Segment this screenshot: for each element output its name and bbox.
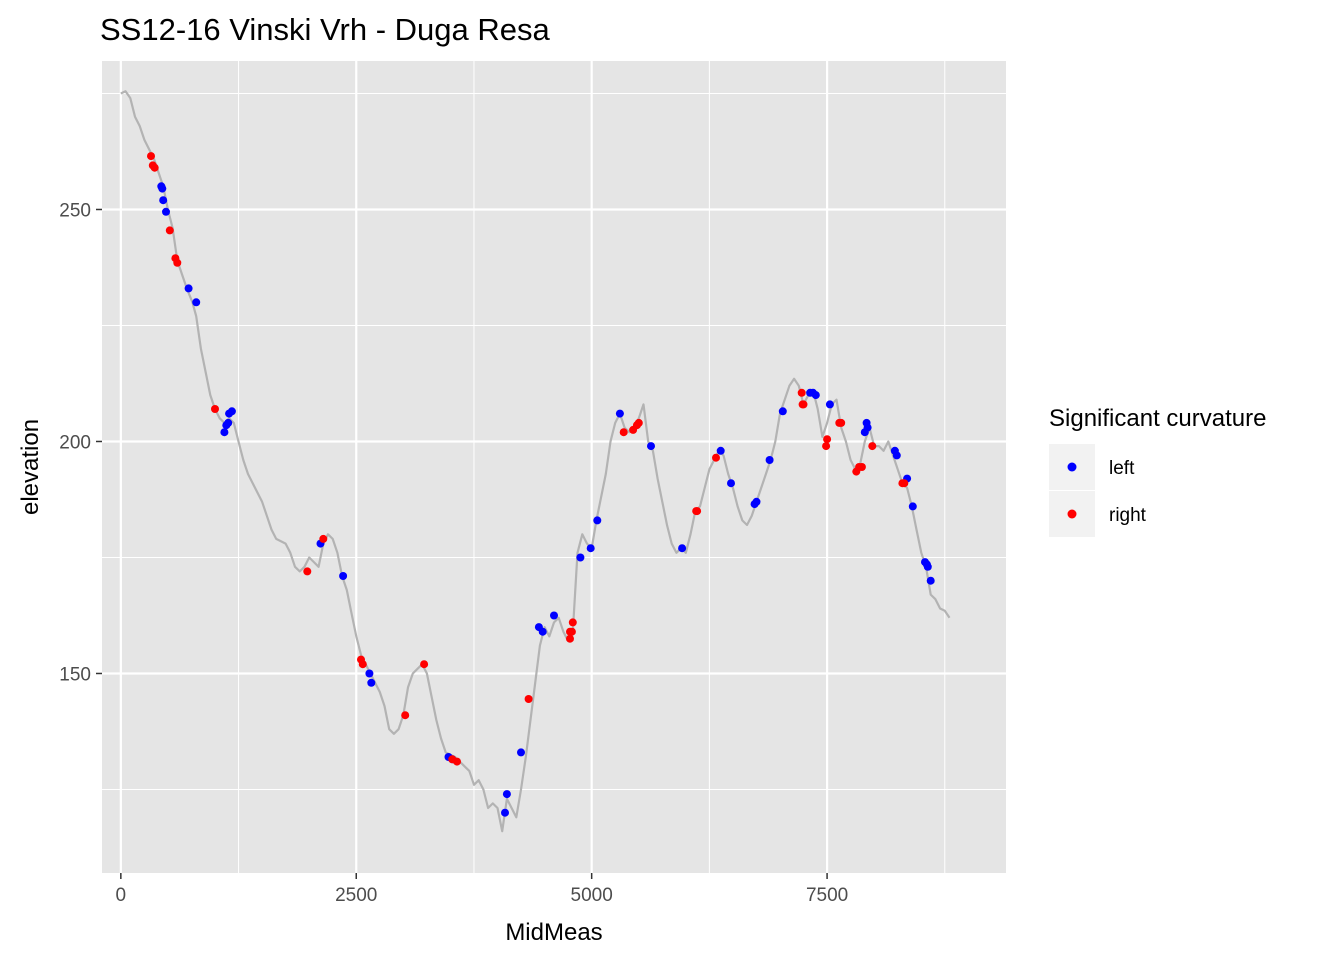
point-right xyxy=(619,428,628,437)
point-right xyxy=(150,163,159,172)
point-left xyxy=(339,572,348,580)
legend: Significant curvature left right xyxy=(1049,405,1266,537)
point-right xyxy=(857,463,866,471)
point-left xyxy=(162,207,170,216)
chart-title: SS12-16 Vinski Vrh - Duga Resa xyxy=(100,12,550,47)
point-right xyxy=(420,660,429,669)
point-left xyxy=(647,442,655,451)
point-right xyxy=(634,418,643,427)
point-left xyxy=(765,456,774,464)
point-right xyxy=(868,442,877,451)
point-left xyxy=(576,553,585,562)
point-left xyxy=(752,497,761,506)
point-left xyxy=(923,562,932,571)
point-left xyxy=(716,446,725,455)
legend-label-left: left xyxy=(1109,458,1135,479)
point-right xyxy=(712,453,720,462)
y-tick-label: 200 xyxy=(59,432,91,453)
point-right xyxy=(401,711,410,720)
x-axis: 0 2500 5000 7500 xyxy=(116,873,848,906)
point-right xyxy=(524,695,533,703)
point-right xyxy=(147,152,155,161)
points-layer xyxy=(147,152,935,817)
point-left xyxy=(367,678,376,687)
point-right xyxy=(799,400,808,409)
x-tick-label: 0 xyxy=(116,885,127,906)
point-left xyxy=(159,196,168,205)
grid-major xyxy=(102,61,1006,873)
point-left xyxy=(550,611,558,620)
legend-label-right: right xyxy=(1109,505,1147,526)
point-left xyxy=(538,627,547,636)
point-right xyxy=(900,479,909,488)
point-left xyxy=(501,808,509,817)
point-right xyxy=(837,418,846,427)
point-right xyxy=(211,405,219,413)
point-left xyxy=(892,451,901,460)
point-right xyxy=(358,660,367,669)
y-axis: 150 200 250 xyxy=(59,200,102,685)
legend-marker-right xyxy=(1067,509,1077,519)
point-left xyxy=(517,748,525,757)
point-left xyxy=(192,298,201,307)
x-tick-label: 2500 xyxy=(335,885,377,906)
point-left xyxy=(586,544,595,553)
point-right xyxy=(303,567,312,576)
point-left xyxy=(158,184,167,193)
legend-title: Significant curvature xyxy=(1049,405,1266,432)
point-left xyxy=(678,544,687,553)
point-left xyxy=(778,407,787,416)
point-left xyxy=(224,418,233,427)
point-right xyxy=(566,634,574,643)
point-left xyxy=(227,407,236,416)
point-right xyxy=(693,507,702,516)
point-left xyxy=(825,400,834,409)
y-tick-label: 150 xyxy=(59,664,91,685)
point-left xyxy=(926,576,935,585)
point-left xyxy=(908,502,917,511)
point-right xyxy=(173,258,182,267)
legend-marker-left xyxy=(1067,462,1077,472)
point-left xyxy=(863,423,872,432)
x-tick-label: 5000 xyxy=(571,885,613,906)
x-axis-title: MidMeas xyxy=(505,919,602,946)
y-tick-label: 250 xyxy=(59,200,91,221)
point-left xyxy=(727,479,735,488)
point-left xyxy=(220,428,229,437)
point-right xyxy=(822,442,831,451)
point-right xyxy=(319,534,328,543)
point-right xyxy=(567,627,576,636)
point-left xyxy=(184,284,193,293)
point-right xyxy=(823,435,832,444)
point-left xyxy=(502,790,511,799)
point-left xyxy=(615,409,624,418)
point-left xyxy=(593,516,602,525)
point-right xyxy=(453,757,461,766)
point-right xyxy=(797,388,806,397)
point-right xyxy=(165,226,174,235)
grid-minor xyxy=(102,61,1006,873)
plot-panel xyxy=(102,61,1006,873)
point-left xyxy=(365,669,374,678)
point-left xyxy=(811,391,820,400)
point-right xyxy=(568,618,577,627)
y-axis-title: elevation xyxy=(17,419,44,515)
x-tick-label: 7500 xyxy=(806,885,848,906)
